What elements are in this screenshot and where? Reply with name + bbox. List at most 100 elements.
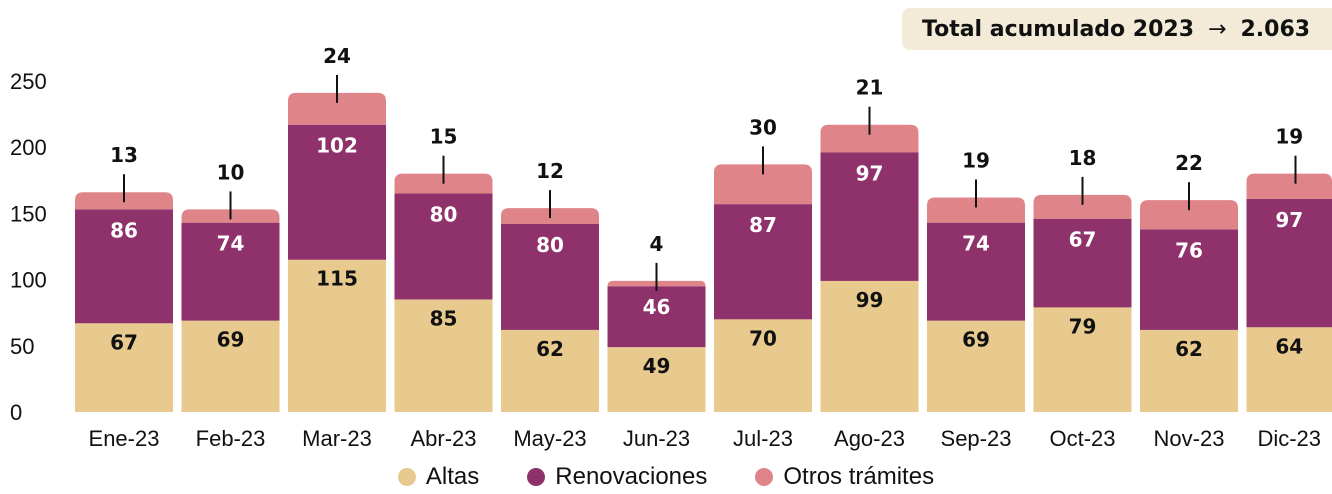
bar-segment <box>1246 198 1332 328</box>
data-label: 97 <box>856 161 884 185</box>
data-label: 69 <box>962 328 990 352</box>
data-label: 76 <box>1175 238 1203 262</box>
data-label: 67 <box>110 330 138 354</box>
x-axis: Ene-23 Feb-23 Mar-23 Abr-23 May-23 Jun-23 Jul-… <box>89 426 1322 451</box>
bar-segment <box>714 164 812 205</box>
bar-segment <box>1033 194 1132 219</box>
legend-item-renovaciones: Renovaciones <box>527 463 707 491</box>
y-tick-label: 250 <box>10 69 47 94</box>
data-label: 86 <box>110 218 138 242</box>
x-tick-label: Sep-23 <box>941 426 1012 451</box>
bar-segment <box>181 320 280 412</box>
bars: 6786136974101151022485801562801249464708… <box>75 44 1332 412</box>
bar-segment <box>820 124 919 153</box>
total-summary-label: Total acumulado 2023 <box>922 16 1195 42</box>
bar-segment <box>1033 307 1132 412</box>
bar-segment <box>75 323 173 412</box>
data-label: 80 <box>536 233 564 257</box>
bar-segment <box>820 152 919 281</box>
x-tick-label: Dic-23 <box>1257 426 1321 451</box>
data-label: 74 <box>962 232 990 256</box>
legend-item-otros-tramites: Otros trámites <box>755 463 934 491</box>
bar-segment <box>1033 218 1132 308</box>
x-tick-label: Jul-23 <box>733 426 793 451</box>
data-label: 21 <box>856 76 884 100</box>
x-tick-label: Mar-23 <box>302 426 372 451</box>
legend-label-renovaciones: Renovaciones <box>555 463 708 490</box>
data-label: 115 <box>316 267 358 291</box>
legend-swatch-renovaciones <box>527 468 546 486</box>
bar-segment <box>288 259 386 412</box>
data-label: 46 <box>643 295 671 319</box>
y-tick-label: 150 <box>10 201 47 226</box>
bar-segment <box>820 280 919 412</box>
bar-segment <box>1246 327 1332 412</box>
legend-label-altas: Altas <box>425 463 480 490</box>
data-label: 80 <box>430 203 458 227</box>
y-axis: 0 50 100 150 200 250 <box>10 69 47 425</box>
data-label: 19 <box>962 149 990 173</box>
data-label: 74 <box>217 232 245 256</box>
data-label: 70 <box>749 326 777 350</box>
data-label: 64 <box>1275 334 1303 358</box>
data-label: 18 <box>1069 146 1097 170</box>
bar-segment <box>1140 229 1238 330</box>
stacked-bar-chart: 0 50 100 150 200 250 67 86 13 69 74 10 115 102 24 85 80… <box>10 44 1332 451</box>
bar-segment <box>75 209 173 324</box>
legend-item-altas: Altas <box>397 463 480 491</box>
data-label: 15 <box>430 125 458 149</box>
data-label: 22 <box>1175 151 1203 175</box>
data-label: 13 <box>110 143 138 167</box>
bar-segment <box>927 197 1025 223</box>
x-tick-label: Ene-23 <box>89 426 160 451</box>
bar-segment <box>394 299 493 412</box>
legend: Altas Renovaciones Otros trámites <box>0 462 1332 492</box>
bar-segment <box>607 286 706 348</box>
bar-segment <box>501 223 599 330</box>
bar-segment <box>1246 173 1332 199</box>
bar-segment <box>181 222 280 321</box>
y-tick-label: 0 <box>10 400 22 425</box>
data-label: 87 <box>749 213 777 237</box>
legend-label-otros-tramites: Otros trámites <box>783 463 935 490</box>
data-label: 12 <box>536 159 564 183</box>
data-label: 4 <box>650 232 664 256</box>
data-label: 62 <box>1175 337 1203 361</box>
legend-swatch-otros-tramites <box>755 468 774 486</box>
total-summary-badge: Total acumulado 2023 → 2.063 <box>902 8 1332 50</box>
data-label: 85 <box>430 306 458 330</box>
data-label: 24 <box>323 44 351 68</box>
data-label: 62 <box>536 337 564 361</box>
data-label: 97 <box>1275 208 1303 232</box>
bar-segment <box>714 319 812 412</box>
data-label: 99 <box>856 288 884 312</box>
data-label: 69 <box>217 328 245 352</box>
data-label: 19 <box>1275 125 1303 149</box>
x-tick-label: Ago-23 <box>834 426 905 451</box>
arrow-right-icon: → <box>1208 16 1227 42</box>
x-tick-label: Jun-23 <box>623 426 690 451</box>
bar-segment <box>1140 200 1238 230</box>
y-tick-label: 100 <box>10 268 47 293</box>
bar-segment <box>927 222 1025 321</box>
x-tick-label: Nov-23 <box>1154 426 1225 451</box>
bar-segment <box>501 329 599 412</box>
data-label: 10 <box>217 160 245 184</box>
data-label: 49 <box>643 354 671 378</box>
x-tick-label: May-23 <box>513 426 586 451</box>
bar-segment <box>1140 329 1238 412</box>
bar-segment <box>607 347 706 412</box>
x-tick-label: Oct-23 <box>1049 426 1115 451</box>
x-tick-label: Abr-23 <box>410 426 476 451</box>
y-tick-label: 50 <box>10 334 34 359</box>
data-label: 67 <box>1069 228 1097 252</box>
bar-segment <box>714 204 812 320</box>
legend-swatch-altas <box>397 468 416 486</box>
x-tick-label: Feb-23 <box>196 426 266 451</box>
data-label: 30 <box>749 115 777 139</box>
bar-segment <box>394 193 493 300</box>
bar-segment <box>288 124 386 260</box>
data-label: 79 <box>1069 314 1097 338</box>
bar-segment <box>927 320 1025 412</box>
bar-segment <box>288 92 386 125</box>
